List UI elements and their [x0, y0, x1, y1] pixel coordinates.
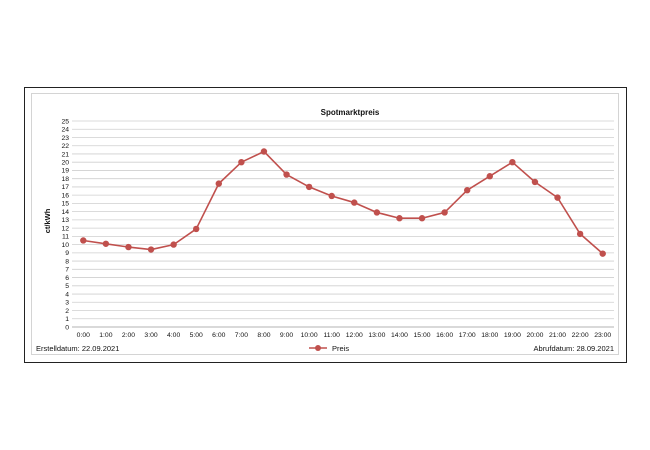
- data-point: [125, 243, 132, 251]
- x-tick-label: 6:00: [212, 332, 225, 339]
- data-point: [396, 215, 403, 222]
- y-tick-label: 12: [61, 225, 69, 232]
- x-tick-label: 5:00: [190, 332, 203, 339]
- x-tick-label: 13:00: [368, 332, 385, 339]
- x-tick-label: 0:00: [77, 332, 90, 339]
- data-point: [509, 159, 516, 166]
- y-tick-label: 25: [61, 118, 69, 125]
- data-point: [147, 246, 155, 253]
- x-tick-labels: 0:00 1:00 2:00 3:00 4:00 5:00 6:00 7:00 8:00 9:00…: [77, 332, 612, 339]
- x-tick-label: 21:00: [549, 332, 566, 339]
- x-tick-label: 12:00: [346, 332, 363, 339]
- x-tick-label: 16:00: [436, 332, 453, 339]
- y-tick-label: 9: [65, 250, 69, 257]
- x-tick-label: 7:00: [235, 332, 248, 339]
- legend-label-preis: Preis: [332, 344, 349, 353]
- y-axis-label: ct/kWh: [43, 208, 52, 233]
- y-tick-label: 16: [61, 192, 69, 199]
- data-point: [238, 159, 245, 166]
- y-tick-label: 23: [61, 135, 69, 142]
- data-point: [283, 171, 290, 178]
- data-point: [554, 194, 561, 201]
- gridlines: [72, 120, 614, 328]
- x-tick-label: 17:00: [459, 332, 476, 339]
- x-tick-label: 3:00: [144, 332, 157, 339]
- legend: Preis: [309, 344, 349, 353]
- chart-title: Spotmarktpreis: [321, 108, 380, 117]
- data-point: [215, 180, 222, 187]
- series-preis: [80, 148, 606, 257]
- x-tick-label: 1:00: [99, 332, 112, 339]
- data-point: [193, 225, 200, 233]
- y-tick-label: 8: [65, 258, 69, 265]
- y-tick-label: 18: [61, 176, 69, 183]
- x-tick-label: 19:00: [504, 332, 521, 339]
- y-tick-label: 6: [65, 275, 69, 282]
- data-point: [351, 199, 358, 206]
- x-tick-label: 20:00: [526, 332, 543, 339]
- series-line-preis: [83, 150, 604, 255]
- data-point: [441, 209, 448, 216]
- x-tick-label: 15:00: [414, 332, 431, 339]
- x-tick-label: 10:00: [301, 332, 318, 339]
- data-point: [170, 241, 177, 248]
- y-tick-label: 1: [65, 316, 69, 323]
- y-tick-label: 14: [61, 209, 69, 216]
- data-point: [373, 209, 381, 216]
- data-point: [328, 192, 335, 200]
- y-tick-label: 13: [61, 217, 69, 224]
- y-tick-label: 3: [65, 300, 69, 307]
- data-point: [576, 230, 584, 238]
- x-tick-label: 2:00: [122, 332, 135, 339]
- x-tick-label: 8:00: [257, 332, 270, 339]
- retrieved-date: Abrufdatum: 28.09.2021: [533, 344, 614, 353]
- y-tick-label: 10: [61, 242, 69, 249]
- x-tick-label: 4:00: [167, 332, 180, 339]
- x-tick-label: 18:00: [481, 332, 498, 339]
- y-tick-label: 4: [65, 291, 69, 298]
- y-tick-label: 2: [65, 308, 69, 315]
- created-date: Erstelldatum: 22.09.2021: [36, 344, 120, 353]
- data-point: [486, 173, 493, 180]
- y-tick-label: 15: [61, 201, 69, 208]
- data-point: [260, 148, 268, 155]
- y-tick-label: 0: [65, 324, 69, 331]
- y-tick-label: 5: [65, 283, 69, 290]
- y-tick-label: 21: [61, 151, 69, 158]
- x-tick-label: 22:00: [572, 332, 589, 339]
- data-point: [305, 183, 313, 191]
- x-tick-label: 23:00: [594, 332, 611, 339]
- y-tick-label: 11: [62, 234, 69, 241]
- data-point: [418, 215, 426, 222]
- y-tick-label: 20: [61, 160, 69, 167]
- y-tick-label: 7: [65, 267, 69, 274]
- data-point: [102, 240, 110, 247]
- spot-price-chart: Spotmarktpreis ct/kWh 012345678910111213…: [43, 108, 614, 353]
- data-point: [599, 250, 606, 257]
- y-tick-label: 19: [61, 168, 69, 175]
- chart-frame: Spotmarktpreis ct/kWh 0 1 2 3 4 5 6 7 8 9 10 11 12 13…: [24, 87, 627, 363]
- x-tick-label: 11:00: [323, 332, 340, 339]
- chart-area: Spotmarktpreis ct/kWh 0 1 2 3 4 5 6 7 8 9 10 11 12 13…: [31, 93, 619, 355]
- data-point: [80, 237, 87, 244]
- y-tick-label: 24: [61, 127, 69, 134]
- data-point: [531, 178, 539, 186]
- legend-marker: [315, 345, 321, 351]
- data-point: [464, 187, 471, 194]
- y-tick-label: 17: [61, 184, 69, 191]
- y-tick-label: 22: [61, 143, 69, 150]
- y-tick-labels: 0123456789101112131415161718192021222324…: [61, 118, 69, 331]
- x-tick-label: 9:00: [280, 332, 293, 339]
- x-tick-label: 14:00: [391, 332, 408, 339]
